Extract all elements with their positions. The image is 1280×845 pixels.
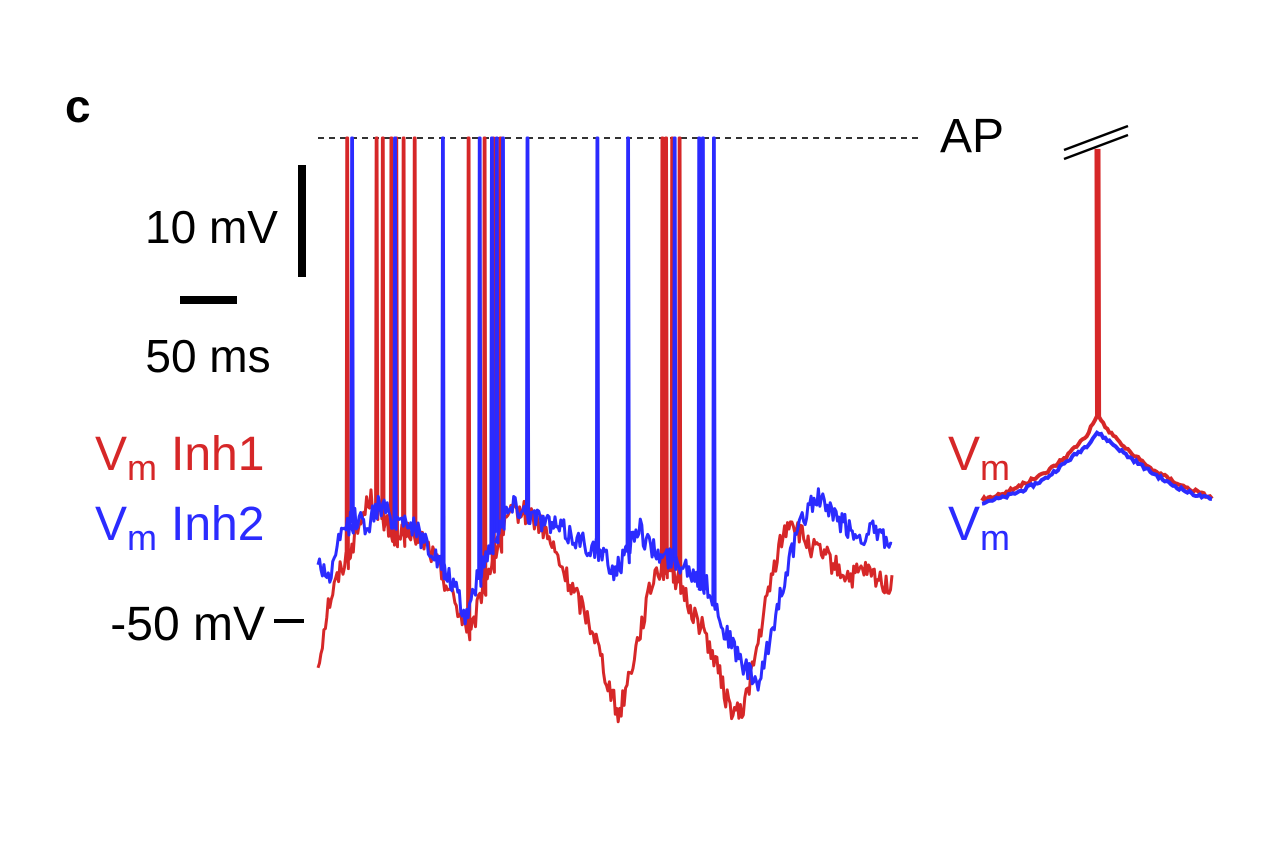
axis-break-mark-1: [1063, 133, 1129, 161]
inset-legend-blue-subscript: m: [980, 517, 1010, 558]
inset-spike-triggered-average: [980, 124, 1214, 506]
legend-inh2-subscript: m: [127, 517, 157, 558]
axis-break-mark-0: [1063, 124, 1129, 152]
inset-trace-red: [980, 148, 1214, 504]
legend-inh1-prefix: V: [95, 428, 127, 481]
inset-legend-red-prefix: V: [948, 428, 980, 481]
inset-legend-blue: Vm: [948, 498, 1010, 558]
ap-label: AP: [940, 110, 1004, 163]
inset-legend-red-subscript: m: [980, 447, 1010, 488]
legend-inh2-prefix: V: [95, 498, 127, 551]
legend-inh1: Vm Inh1: [95, 428, 264, 488]
legend-inh2-name: Inh2: [171, 498, 264, 551]
time-scale-label: 50 ms: [145, 330, 270, 382]
legend-inh1-subscript: m: [127, 447, 157, 488]
panel-letter: c: [65, 80, 91, 132]
inset-trace-blue: [981, 430, 1213, 506]
baseline-label: -50 mV: [110, 598, 265, 651]
trace-inh1: [316, 136, 894, 724]
svg-text:Vm: Vm: [948, 498, 1010, 558]
legend-inh2: Vm Inh2: [95, 498, 264, 558]
inset-legend-blue-prefix: V: [948, 498, 980, 551]
svg-text:Vm: Vm: [948, 428, 1010, 488]
legend-inh1-name: Inh1: [171, 428, 264, 481]
voltage-scale-label: 10 mV: [145, 201, 278, 253]
traces-group: [316, 136, 894, 724]
inset-legend-red: Vm: [948, 428, 1010, 488]
